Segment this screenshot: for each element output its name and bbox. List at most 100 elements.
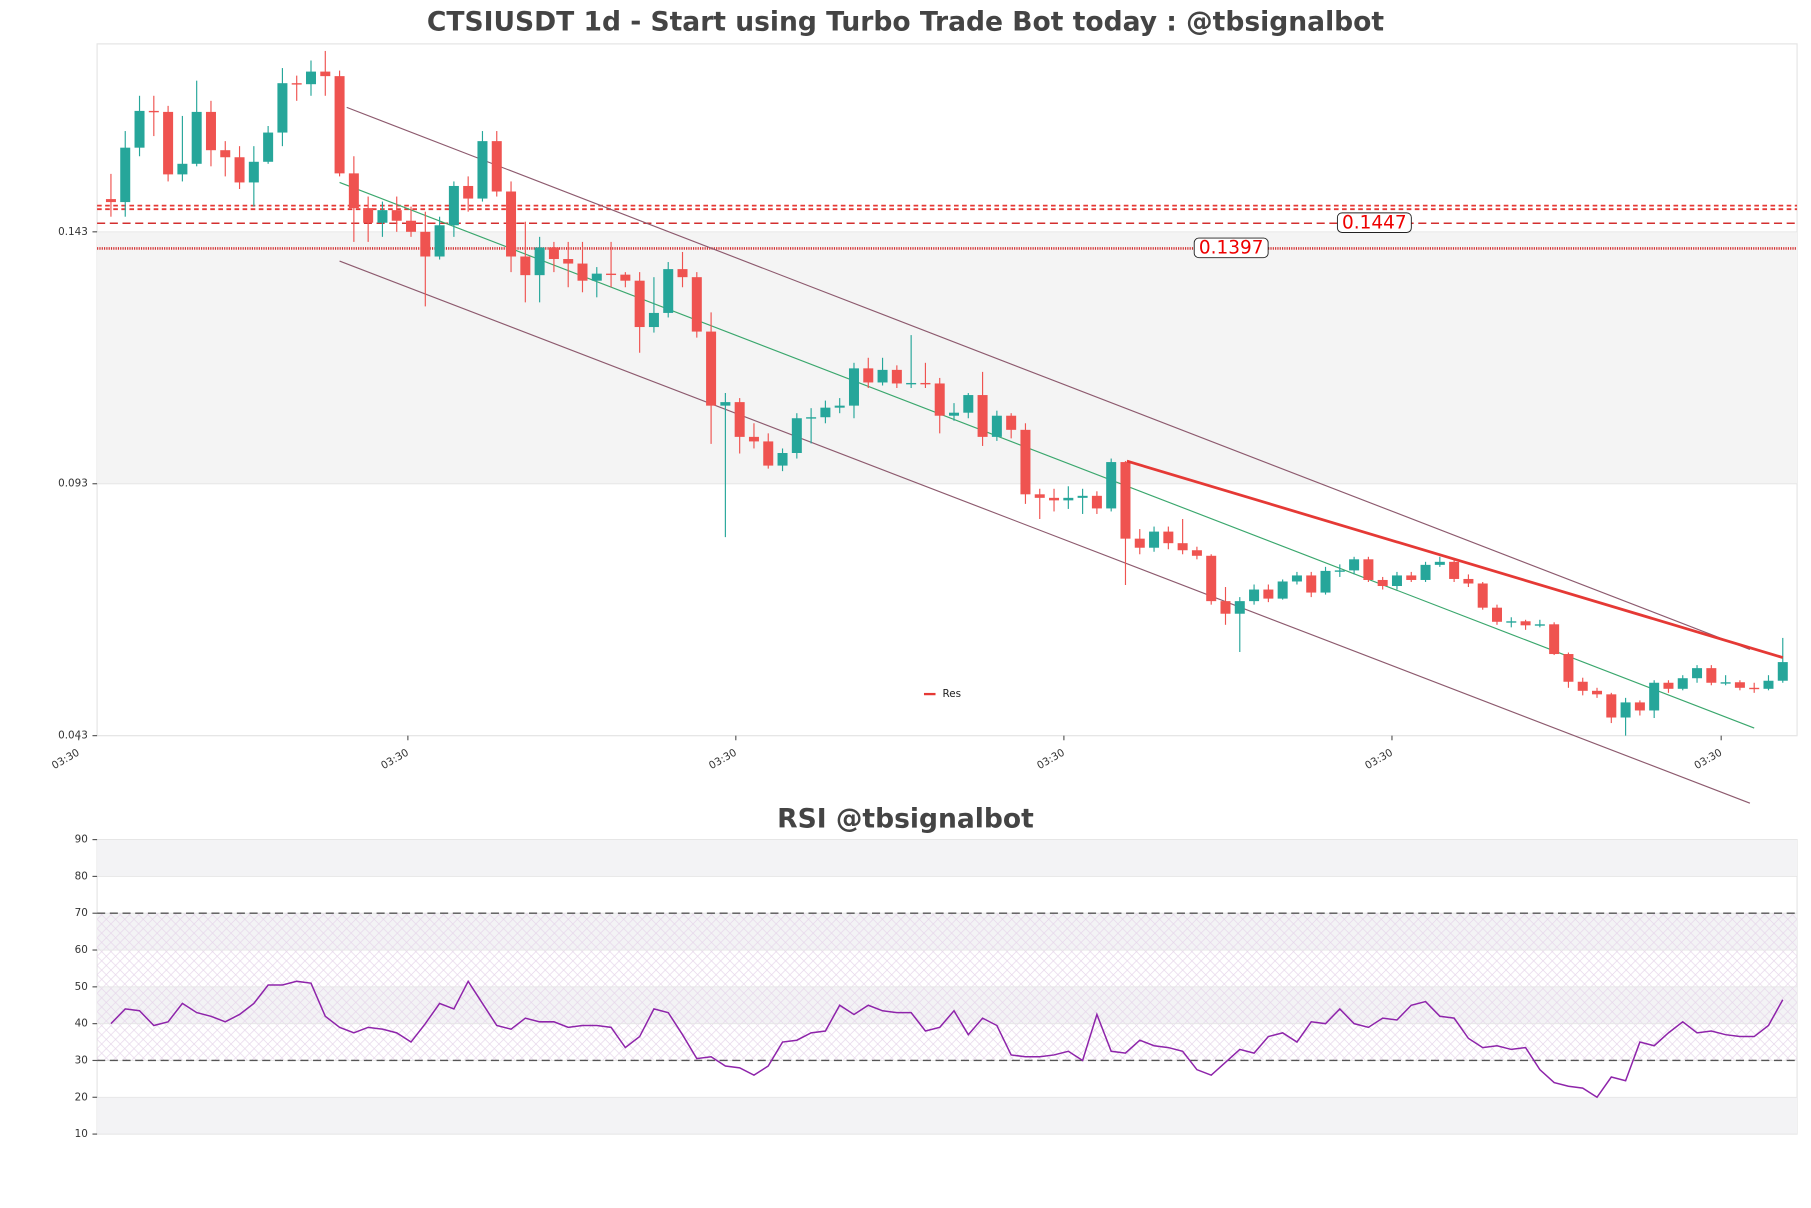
candle-body <box>448 185 459 226</box>
res-line <box>1126 459 1784 659</box>
candle-body <box>1391 575 1402 587</box>
candle-body <box>620 274 631 281</box>
channel-line <box>339 181 1755 729</box>
y-tick-label: 90 <box>75 834 88 846</box>
candle-body <box>834 405 845 408</box>
y-tick-label: 40 <box>75 1018 88 1030</box>
candle-body <box>1191 550 1202 556</box>
candle-body <box>720 402 731 406</box>
candle-body <box>1577 681 1588 691</box>
y-tick-label: 60 <box>75 944 88 956</box>
candle-body <box>848 368 859 406</box>
y-tick-label: 30 <box>75 1054 88 1066</box>
candle-body <box>1406 575 1417 580</box>
candle-body <box>1563 654 1574 682</box>
candle-body <box>891 369 902 384</box>
y-tick-label: 20 <box>75 1091 88 1103</box>
candle-body <box>291 83 302 85</box>
candle-body <box>820 407 831 418</box>
candle-body <box>906 382 917 385</box>
candle-body <box>305 71 316 85</box>
candle-body <box>363 208 374 223</box>
candle-body <box>1491 607 1502 622</box>
candle-body <box>248 161 259 183</box>
candle-body <box>1220 601 1231 614</box>
rsi-line <box>110 979 1784 1099</box>
candle-body <box>734 402 745 437</box>
candle-body <box>1592 690 1603 695</box>
candle-body <box>1334 570 1345 572</box>
candle-body <box>148 110 159 113</box>
candle-body <box>163 111 174 175</box>
candle-body <box>1320 570 1331 593</box>
candle-body <box>1449 561 1460 579</box>
candle-body <box>1749 687 1760 690</box>
candle-body <box>1777 662 1788 681</box>
candle-body <box>934 383 945 416</box>
candle-body <box>763 441 774 466</box>
candle-body <box>1049 497 1060 501</box>
candle-body <box>1277 581 1288 599</box>
level-label-box <box>1193 237 1269 259</box>
x-tick-label: 03:30 <box>1035 747 1067 772</box>
candle-body <box>477 141 488 199</box>
candle-body <box>877 369 888 383</box>
candle-body <box>1306 575 1317 593</box>
chart-title: CTSIUSDT 1d - Start using Turbo Trade Bo… <box>427 7 1385 38</box>
candle-body <box>1034 494 1045 498</box>
candle-body <box>1620 702 1631 718</box>
candle-body <box>563 259 574 264</box>
candle-body <box>606 273 617 276</box>
candle-body <box>1077 495 1088 498</box>
candle-body <box>1763 680 1774 689</box>
band <box>97 839 1798 877</box>
candle-body <box>648 312 659 328</box>
candle-body <box>949 412 960 416</box>
y-tick-label: 70 <box>75 907 88 919</box>
candle-body <box>1006 415 1017 430</box>
band <box>97 1097 1798 1135</box>
candle-body <box>134 110 145 148</box>
x-tick-label: 03:30 <box>1692 747 1724 772</box>
x-tick-label: 03:30 <box>50 747 82 772</box>
candle-body <box>777 453 788 466</box>
candle-body <box>1134 538 1145 548</box>
channel-line <box>346 106 1751 651</box>
candle-body <box>863 368 874 383</box>
candle-body <box>1649 682 1660 711</box>
candle-body <box>420 231 431 257</box>
candle-body <box>1706 668 1717 683</box>
candle-body <box>520 256 531 276</box>
candle-body <box>1692 668 1703 679</box>
candle-body <box>320 71 331 77</box>
candle-body <box>277 83 288 133</box>
candle-body <box>220 150 231 158</box>
candle-body <box>920 382 931 385</box>
candle-body <box>691 277 702 332</box>
candle-body <box>591 273 602 281</box>
candle-body <box>377 210 388 223</box>
candle-body <box>177 163 188 175</box>
candle-body <box>234 157 245 183</box>
candle-body <box>1606 694 1617 718</box>
candle-body <box>1420 564 1431 580</box>
candle-body <box>191 111 202 164</box>
level-label: 0.1447 <box>1342 212 1407 233</box>
candle-body <box>677 269 688 278</box>
y-tick-label: 0.093 <box>58 478 88 490</box>
candle-body <box>1463 578 1474 584</box>
candle-body <box>534 247 545 276</box>
candle-body <box>1549 624 1560 655</box>
candle-body <box>963 395 974 413</box>
candle-body <box>1477 583 1488 608</box>
channel-line <box>339 260 1751 804</box>
candle-body <box>263 132 274 162</box>
x-tick-label: 03:30 <box>1363 747 1395 772</box>
candle-body <box>491 141 502 192</box>
candle-body <box>1534 624 1545 626</box>
candle-body <box>1163 531 1174 544</box>
x-tick-label: 03:30 <box>707 747 739 772</box>
candle-body <box>1263 589 1274 599</box>
candle-body <box>1363 559 1374 580</box>
